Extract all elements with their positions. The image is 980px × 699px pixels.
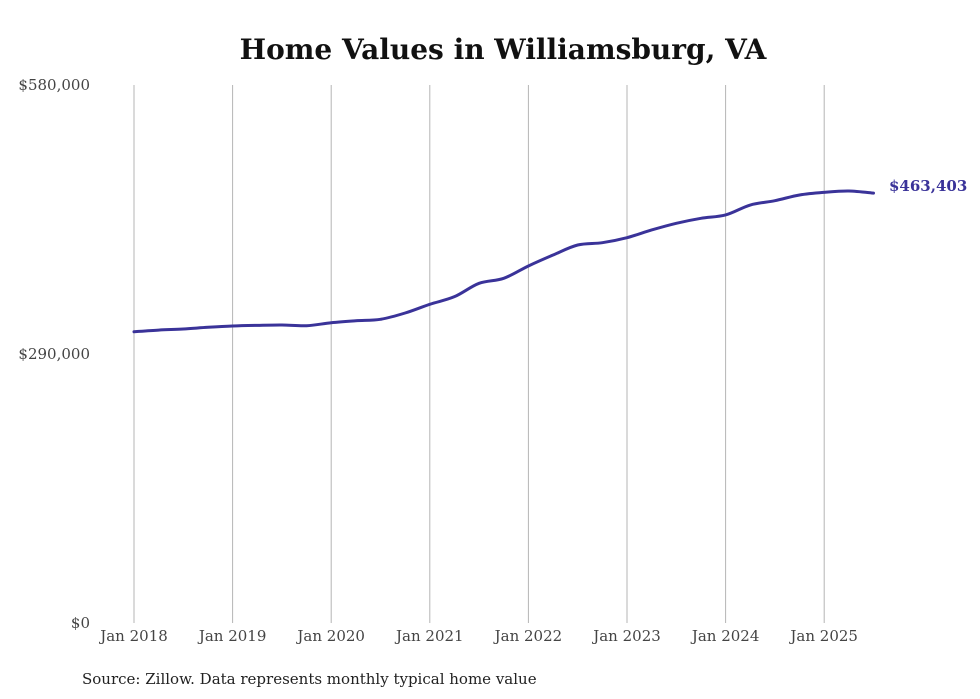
x-tick-label: Jan 2022 bbox=[493, 627, 563, 645]
y-axis: $0 $290,000 $580,000 bbox=[18, 76, 90, 632]
end-value-label: $463,403 bbox=[889, 177, 967, 195]
chart-title: Home Values in Williamsburg, VA bbox=[240, 33, 768, 66]
y-tick-label: $580,000 bbox=[18, 76, 90, 94]
source-note: Source: Zillow. Data represents monthly … bbox=[82, 670, 537, 688]
y-tick-label: $0 bbox=[71, 614, 90, 632]
x-tick-label: Jan 2018 bbox=[98, 627, 168, 645]
x-tick-label: Jan 2023 bbox=[591, 627, 661, 645]
x-tick-label: Jan 2020 bbox=[295, 627, 365, 645]
x-tick-label: Jan 2021 bbox=[394, 627, 464, 645]
x-tick-label: Jan 2024 bbox=[690, 627, 760, 645]
y-tick-label: $290,000 bbox=[18, 345, 90, 363]
x-tick-label: Jan 2025 bbox=[788, 627, 858, 645]
series-line-home-value bbox=[132, 189, 875, 334]
x-tick-label: Jan 2019 bbox=[197, 627, 267, 645]
gridlines bbox=[133, 85, 825, 623]
x-axis: Jan 2018 Jan 2019 Jan 2020 Jan 2021 Jan 2022… bbox=[98, 627, 858, 645]
